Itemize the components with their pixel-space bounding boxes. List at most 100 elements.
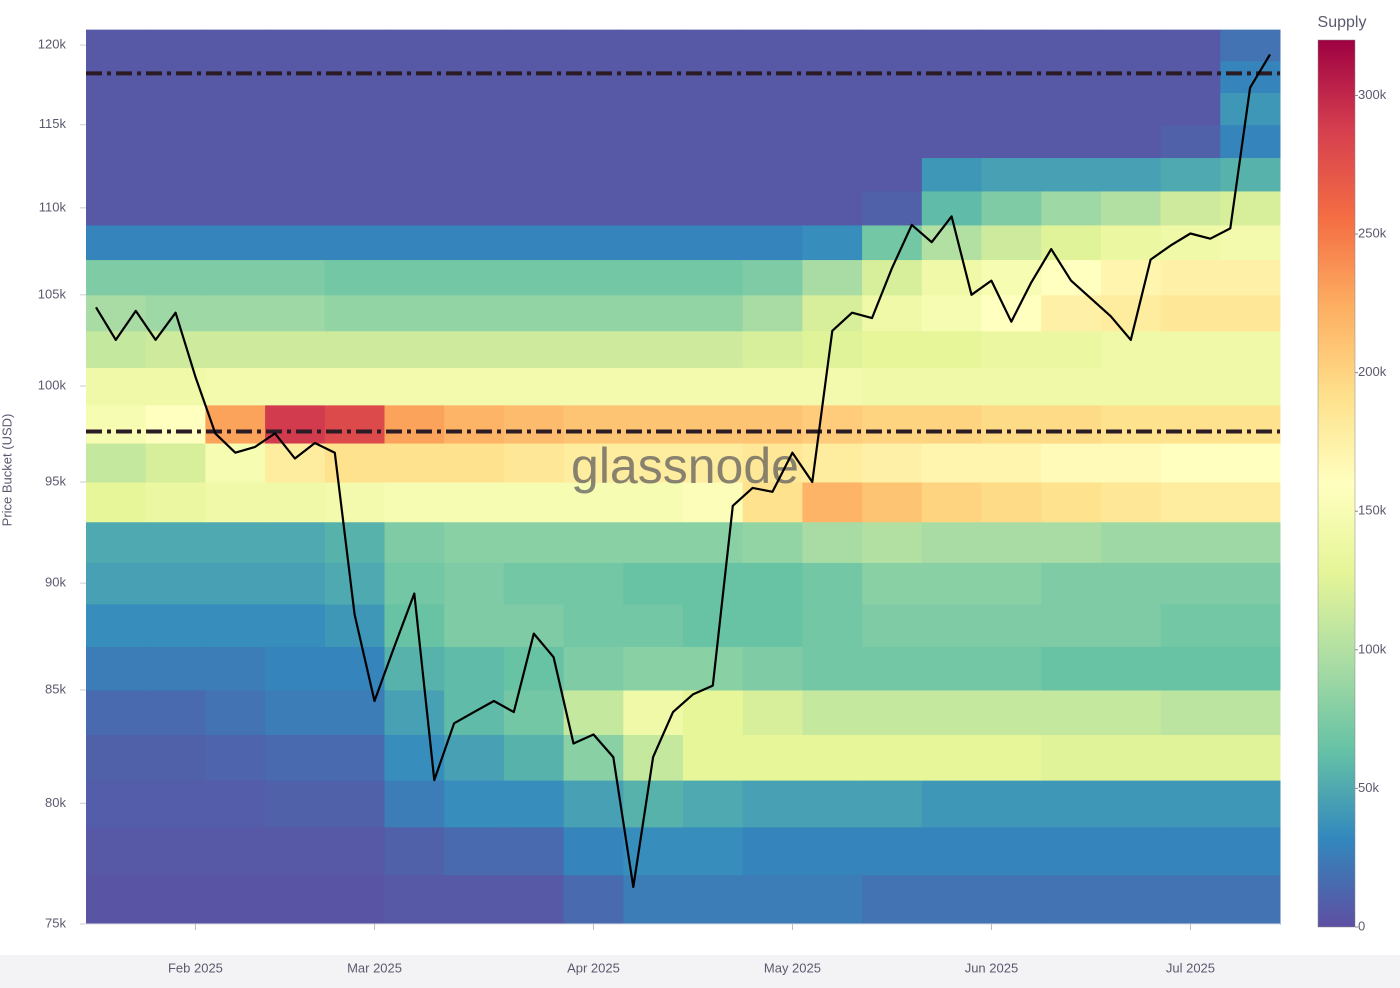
- heatmap-cell: [623, 157, 684, 192]
- heatmap-cell: [1160, 874, 1221, 925]
- heatmap-cell: [802, 562, 863, 605]
- heatmap-cell: [145, 60, 206, 93]
- heatmap-cell: [384, 157, 445, 192]
- heatmap-cell: [623, 367, 684, 406]
- heatmap-cell: [742, 124, 803, 159]
- heatmap-cell: [265, 521, 326, 563]
- heatmap-cell: [324, 157, 385, 192]
- heatmap-cell: [563, 92, 624, 126]
- heatmap-cell: [563, 646, 624, 691]
- heatmap-cell: [1100, 646, 1162, 691]
- heatmap-cell: [1041, 294, 1102, 332]
- heatmap-cell: [981, 689, 1042, 735]
- heatmap-cell: [1041, 190, 1102, 226]
- heatmap-cell: [145, 826, 206, 876]
- heatmap-cell: [981, 481, 1042, 523]
- heatmap-cell: [1100, 60, 1162, 93]
- heatmap-cell: [444, 330, 505, 368]
- heatmap-cell: [324, 294, 385, 332]
- heatmap-cell: [324, 92, 385, 126]
- heatmap-cell: [444, 443, 505, 483]
- y-tick-label: 105k: [38, 286, 67, 301]
- heatmap-cell: [1160, 443, 1221, 483]
- heatmap-cell: [683, 60, 744, 93]
- heatmap-cell: [145, 481, 206, 523]
- heatmap-cell: [265, 562, 326, 605]
- heatmap-cell: [205, 562, 266, 605]
- heatmap-cell: [1160, 481, 1221, 523]
- heatmap-cell: [563, 124, 624, 159]
- heatmap-cell: [1041, 521, 1102, 563]
- heatmap-cell: [1041, 443, 1102, 483]
- heatmap-cell: [563, 562, 624, 605]
- heatmap-cell: [802, 29, 863, 62]
- heatmap-cell: [1160, 92, 1221, 126]
- heatmap-cell: [1100, 224, 1162, 261]
- heatmap-cell: [623, 330, 684, 368]
- heatmap-cell: [921, 157, 982, 192]
- heatmap-cell: [742, 330, 803, 368]
- heatmap-cell: [86, 404, 147, 444]
- heatmap-cell: [1041, 603, 1102, 647]
- heatmap-cell: [683, 367, 744, 406]
- heatmap-cell: [205, 481, 266, 523]
- heatmap-cell: [86, 29, 147, 62]
- heatmap-cell: [205, 404, 266, 444]
- heatmap-cell: [742, 689, 803, 735]
- heatmap-cell: [742, 60, 803, 93]
- heatmap-cell: [981, 92, 1042, 126]
- heatmap-cell: [563, 689, 624, 735]
- heatmap-cell: [563, 224, 624, 261]
- heatmap-cell: [324, 190, 385, 226]
- heatmap-cell: [981, 330, 1042, 368]
- heatmap-cell: [981, 404, 1042, 444]
- heatmap-cell: [324, 29, 385, 62]
- heatmap-cell: [683, 734, 744, 781]
- heatmap-cell: [444, 367, 505, 406]
- heatmap-cell: [444, 190, 505, 226]
- heatmap-cell: [503, 60, 565, 93]
- heatmap-cell: [862, 874, 923, 925]
- heatmap-cell: [265, 780, 326, 828]
- heatmap-cell: [742, 404, 803, 444]
- heatmap-cell: [802, 603, 863, 647]
- y-tick-label: 85k: [45, 681, 66, 696]
- heatmap-cell: [802, 734, 863, 781]
- heatmap-cell: [265, 92, 326, 126]
- heatmap-cell: [802, 826, 863, 876]
- heatmap-cell: [1220, 259, 1281, 296]
- heatmap-cell: [324, 562, 385, 605]
- heatmap-cell: [444, 259, 505, 296]
- heatmap-cell: [981, 826, 1042, 876]
- heatmap-cell: [862, 190, 923, 226]
- heatmap-cell: [265, 259, 326, 296]
- heatmap-cell: [86, 330, 147, 368]
- heatmap-cell: [802, 481, 863, 523]
- heatmap-cell: [563, 294, 624, 332]
- heatmap-cell: [563, 826, 624, 876]
- heatmap-cell: [1041, 224, 1102, 261]
- heatmap-cell: [86, 874, 147, 925]
- heatmap-cell: [265, 443, 326, 483]
- colorbar-title: Supply: [1318, 14, 1367, 31]
- heatmap-cell: [503, 734, 565, 781]
- heatmap-cell: [1160, 259, 1221, 296]
- heatmap-cell: [86, 646, 147, 691]
- heatmap-cell: [205, 874, 266, 925]
- heatmap-cell: [802, 521, 863, 563]
- heatmap-cell: [205, 603, 266, 647]
- heatmap-cell: [862, 157, 923, 192]
- heatmap-cell: [921, 367, 982, 406]
- heatmap-cell: [205, 734, 266, 781]
- heatmap-cell: [623, 689, 684, 735]
- heatmap-cell: [981, 603, 1042, 647]
- heatmap-cell: [1220, 689, 1281, 735]
- heatmap-cell: [1041, 780, 1102, 828]
- heatmap-cell: [384, 29, 445, 62]
- heatmap-cell: [742, 157, 803, 192]
- heatmap-cell: [742, 190, 803, 226]
- heatmap-cell: [862, 780, 923, 828]
- heatmap-cell: [1220, 646, 1281, 691]
- heatmap-cell: [86, 124, 147, 159]
- heatmap-cell: [384, 481, 445, 523]
